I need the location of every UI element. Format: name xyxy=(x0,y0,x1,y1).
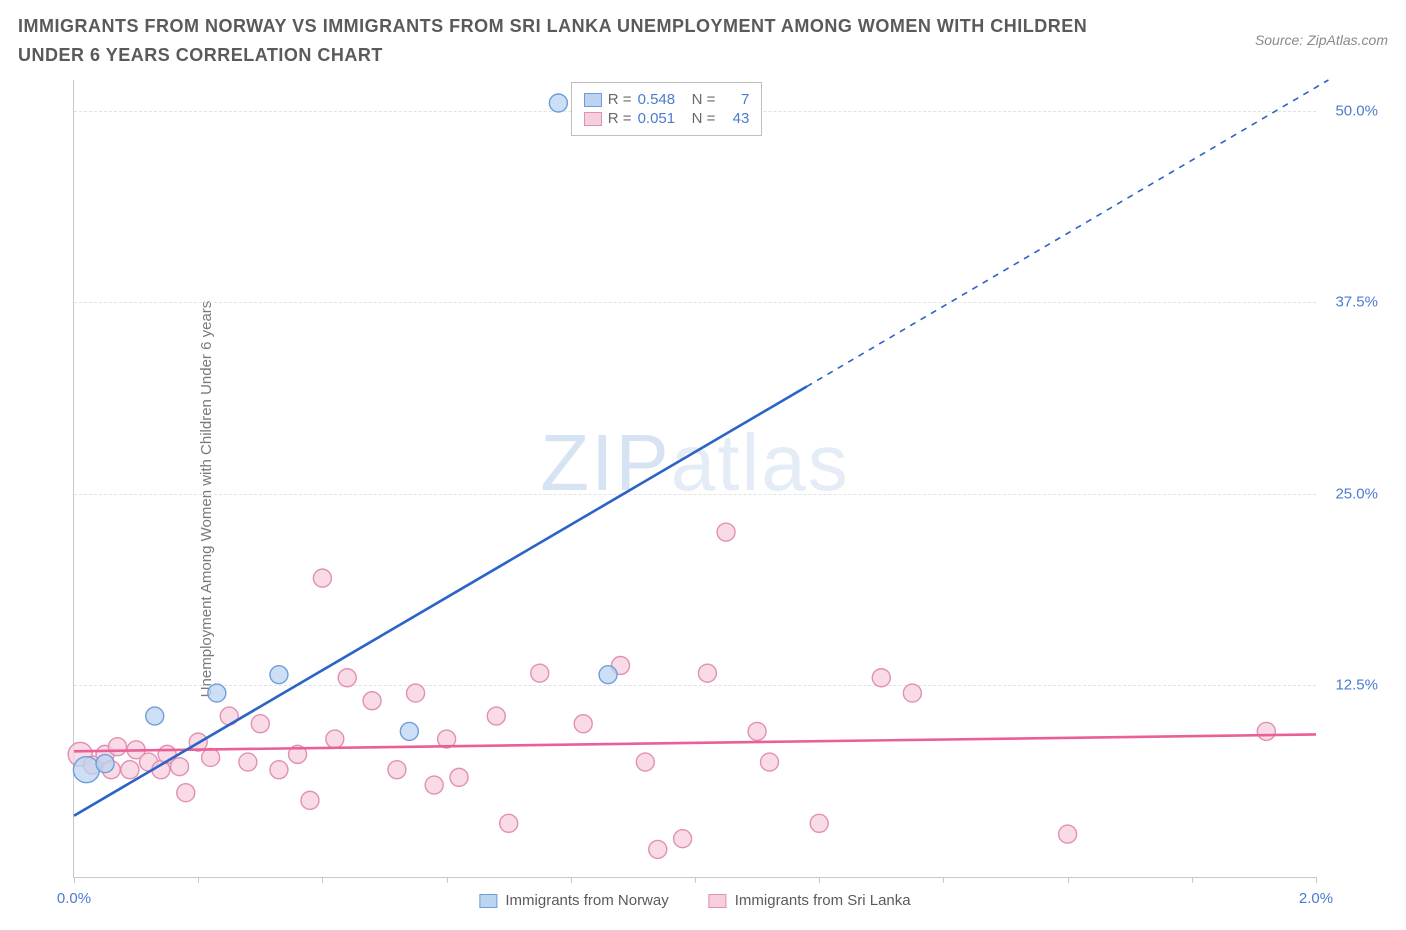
data-point xyxy=(698,664,716,682)
x-tick xyxy=(819,877,820,883)
legend-row: R = 0.051 N = 43 xyxy=(584,110,750,127)
legend-r-value: 0.548 xyxy=(638,91,686,108)
data-point xyxy=(338,669,356,687)
x-tick-label: 0.0% xyxy=(57,890,91,907)
y-tick-label: 12.5% xyxy=(1335,677,1378,694)
data-point xyxy=(388,761,406,779)
data-point xyxy=(531,664,549,682)
data-point xyxy=(1257,722,1275,740)
legend-n-label: N = xyxy=(692,110,716,127)
data-point xyxy=(549,94,567,112)
y-tick-label: 50.0% xyxy=(1335,102,1378,119)
data-point xyxy=(872,669,890,687)
legend-swatch xyxy=(479,894,497,908)
data-point xyxy=(810,814,828,832)
data-point xyxy=(177,784,195,802)
data-point xyxy=(761,753,779,771)
data-point xyxy=(202,748,220,766)
data-point xyxy=(171,758,189,776)
trend-line-extrapolated xyxy=(807,80,1329,387)
correlation-legend: R = 0.548 N = 7 R = 0.051 N = 43 xyxy=(571,82,763,136)
data-point xyxy=(326,730,344,748)
data-point xyxy=(599,666,617,684)
data-point xyxy=(239,753,257,771)
x-tick xyxy=(74,877,75,883)
data-point xyxy=(487,707,505,725)
data-point xyxy=(251,715,269,733)
series-legend: Immigrants from Norway Immigrants from Sr… xyxy=(479,892,910,909)
data-point xyxy=(270,761,288,779)
chart-svg xyxy=(74,80,1316,877)
data-point xyxy=(270,666,288,684)
chart-container: Unemployment Among Women with Children U… xyxy=(18,80,1388,918)
data-point xyxy=(108,738,126,756)
y-tick-label: 37.5% xyxy=(1335,294,1378,311)
data-point xyxy=(425,776,443,794)
trend-line xyxy=(74,734,1316,751)
series-legend-label: Immigrants from Norway xyxy=(505,892,668,909)
x-tick xyxy=(571,877,572,883)
x-tick xyxy=(1192,877,1193,883)
data-point xyxy=(674,830,692,848)
series-legend-label: Immigrants from Sri Lanka xyxy=(735,892,911,909)
data-point xyxy=(73,757,99,783)
data-point xyxy=(574,715,592,733)
data-point xyxy=(208,684,226,702)
data-point xyxy=(313,569,331,587)
y-tick-label: 25.0% xyxy=(1335,485,1378,502)
plot-area: ZIPatlas R =0.548N =7R =0.051N =43 Immig… xyxy=(73,80,1316,878)
legend-swatch xyxy=(709,894,727,908)
x-tick xyxy=(943,877,944,883)
header: IMMIGRANTS FROM NORWAY VS IMMIGRANTS FRO… xyxy=(0,0,1406,70)
data-point xyxy=(717,523,735,541)
data-point xyxy=(146,707,164,725)
data-point xyxy=(363,692,381,710)
series-legend-item: Immigrants from Sri Lanka xyxy=(709,892,911,909)
legend-n-label: N = xyxy=(692,91,716,108)
legend-swatch xyxy=(584,112,602,126)
data-point xyxy=(903,684,921,702)
series-legend-item: Immigrants from Norway xyxy=(479,892,668,909)
x-tick xyxy=(322,877,323,883)
legend-n-value: 43 xyxy=(721,110,749,127)
legend-r-label: R = xyxy=(608,110,632,127)
data-point xyxy=(121,761,139,779)
x-tick xyxy=(198,877,199,883)
x-tick xyxy=(1316,877,1317,883)
trend-line xyxy=(74,387,807,816)
x-tick xyxy=(695,877,696,883)
data-point xyxy=(450,768,468,786)
data-point xyxy=(407,684,425,702)
legend-swatch xyxy=(584,93,602,107)
data-point xyxy=(1059,825,1077,843)
x-tick-label: 2.0% xyxy=(1299,890,1333,907)
source-attribution: Source: ZipAtlas.com xyxy=(1255,32,1388,48)
legend-row: R = 0.548 N = 7 xyxy=(584,91,750,108)
legend-r-label: R = xyxy=(608,91,632,108)
legend-r-value: 0.051 xyxy=(638,110,686,127)
legend-n-value: 7 xyxy=(721,91,749,108)
data-point xyxy=(96,755,114,773)
data-point xyxy=(636,753,654,771)
data-point xyxy=(649,840,667,858)
data-point xyxy=(400,722,418,740)
data-point xyxy=(301,791,319,809)
x-tick xyxy=(1068,877,1069,883)
data-point xyxy=(500,814,518,832)
x-tick xyxy=(447,877,448,883)
chart-title: IMMIGRANTS FROM NORWAY VS IMMIGRANTS FRO… xyxy=(18,12,1118,70)
data-point xyxy=(748,722,766,740)
